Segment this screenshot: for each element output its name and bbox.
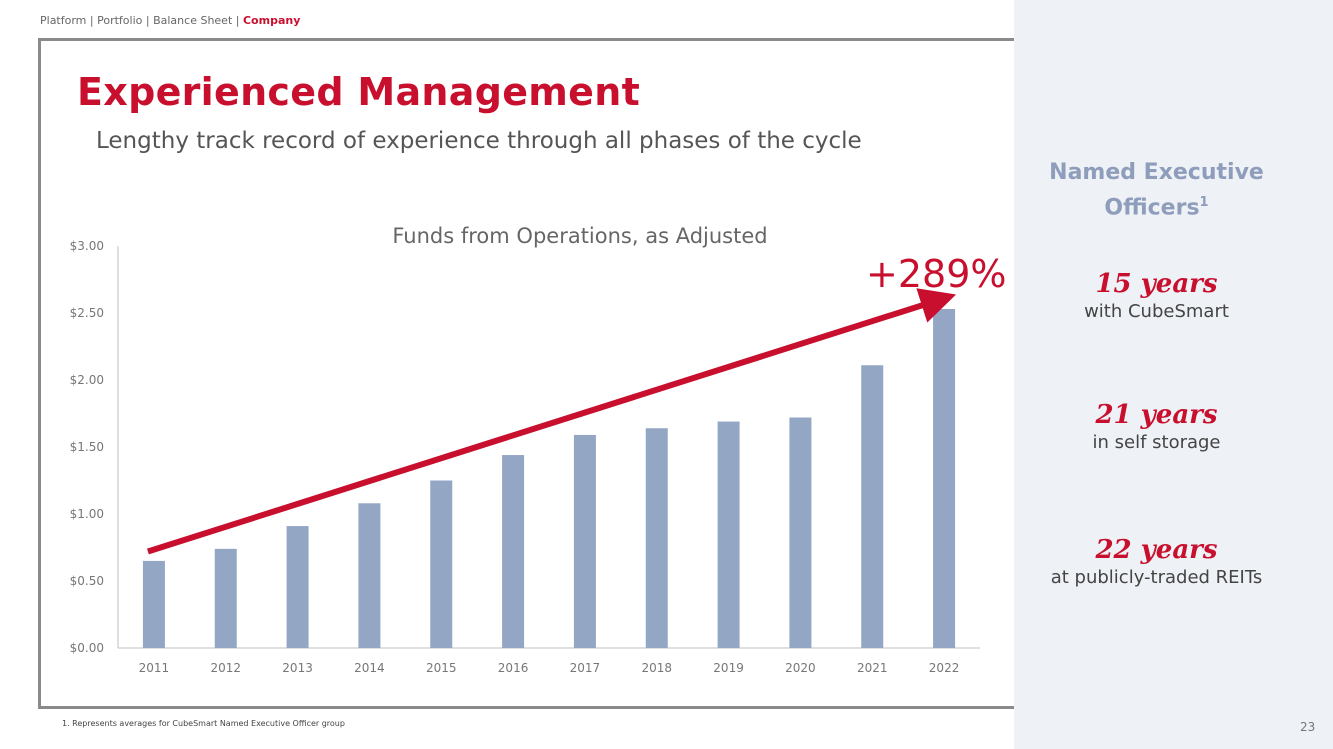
x-tick-label: 2012 [210,661,241,675]
y-tick-label: $1.50 [70,440,104,454]
y-axis: $0.00 $0.50 $1.00 $1.50 $2.00 $2.50 $3.00 [70,239,119,655]
bar-2013 [286,526,309,648]
sidebar-heading: Named Executive Officers1 [1014,158,1299,223]
y-tick-label: $2.50 [70,306,104,320]
page-subtitle: Lengthy track record of experience throu… [96,128,862,154]
bar-2019 [717,421,740,648]
bar-2022 [933,308,956,648]
stat-label: in self storage [1092,432,1221,453]
sidebar-panel [1014,38,1333,749]
stat-tenure-company: 15 years with CubeSmart [1014,268,1299,324]
content-frame [38,38,1014,709]
footnote-marker: 1 [1199,195,1209,210]
breadcrumb-item[interactable]: Portfolio [97,14,143,27]
page-number: 23 [1300,720,1316,734]
x-tick-label: 2019 [713,661,744,675]
x-tick-label: 2015 [426,661,457,675]
breadcrumb-item[interactable]: Platform [40,14,87,27]
x-tick-label: 2020 [785,661,816,675]
x-tick-label: 2017 [570,661,601,675]
stat-label: at publicly-traded REITs [1050,567,1263,588]
breadcrumb-separator: | [235,14,240,27]
y-tick-label: $0.00 [70,641,104,655]
page-title: Experienced Management [77,70,641,114]
y-tick-label: $2.00 [70,373,104,387]
x-tick-label: 2013 [282,661,313,675]
chart-title: Funds from Operations, as Adjusted [392,224,768,248]
growth-annotation: +289% [866,252,1007,296]
bars [142,308,956,648]
bar-2012 [214,548,237,648]
y-tick-label: $0.50 [70,574,104,588]
x-tick-label: 2018 [641,661,672,675]
stat-tenure-self-storage: 21 years in self storage [1014,399,1299,455]
sidebar-heading-text: Named Executive Officers [1049,160,1264,221]
y-tick-label: $1.00 [70,507,104,521]
x-tick-label: 2011 [139,661,170,675]
x-tick-label: 2016 [498,661,529,675]
breadcrumb-item[interactable]: Balance Sheet [153,14,233,27]
x-tick-label: 2014 [354,661,385,675]
bar-2014 [358,503,381,648]
stat-value: 21 years [1095,400,1218,430]
breadcrumb-separator: | [89,14,94,27]
bar-2021 [861,365,884,648]
growth-trend-arrow [147,288,957,555]
bar-2015 [430,480,453,648]
y-tick-label: $3.00 [70,239,104,253]
breadcrumb-separator: | [145,14,150,27]
breadcrumb-item-active[interactable]: Company [242,14,301,27]
footnote: 1. Represents averages for CubeSmart Nam… [62,719,345,728]
x-tick-label: 2022 [929,661,960,675]
bar-2011 [142,560,165,648]
trend-arrow-group [147,288,957,555]
stat-tenure-reits: 22 years at publicly-traded REITs [1014,534,1299,590]
x-tick-label: 2021 [857,661,888,675]
sidebar-top-strip [1014,0,1333,38]
bar-2020 [789,417,812,648]
stat-value: 15 years [1095,269,1218,299]
bar-2016 [502,455,525,648]
stat-label: with CubeSmart [1084,301,1229,322]
breadcrumb: Platform | Portfolio | Balance Sheet | C… [40,14,300,27]
stat-value: 22 years [1095,535,1218,565]
x-axis: 2011 2012 2013 2014 2015 2016 2017 2018 2019 2020… [118,647,980,675]
bar-2017 [573,434,596,648]
bar-2018 [645,428,668,648]
